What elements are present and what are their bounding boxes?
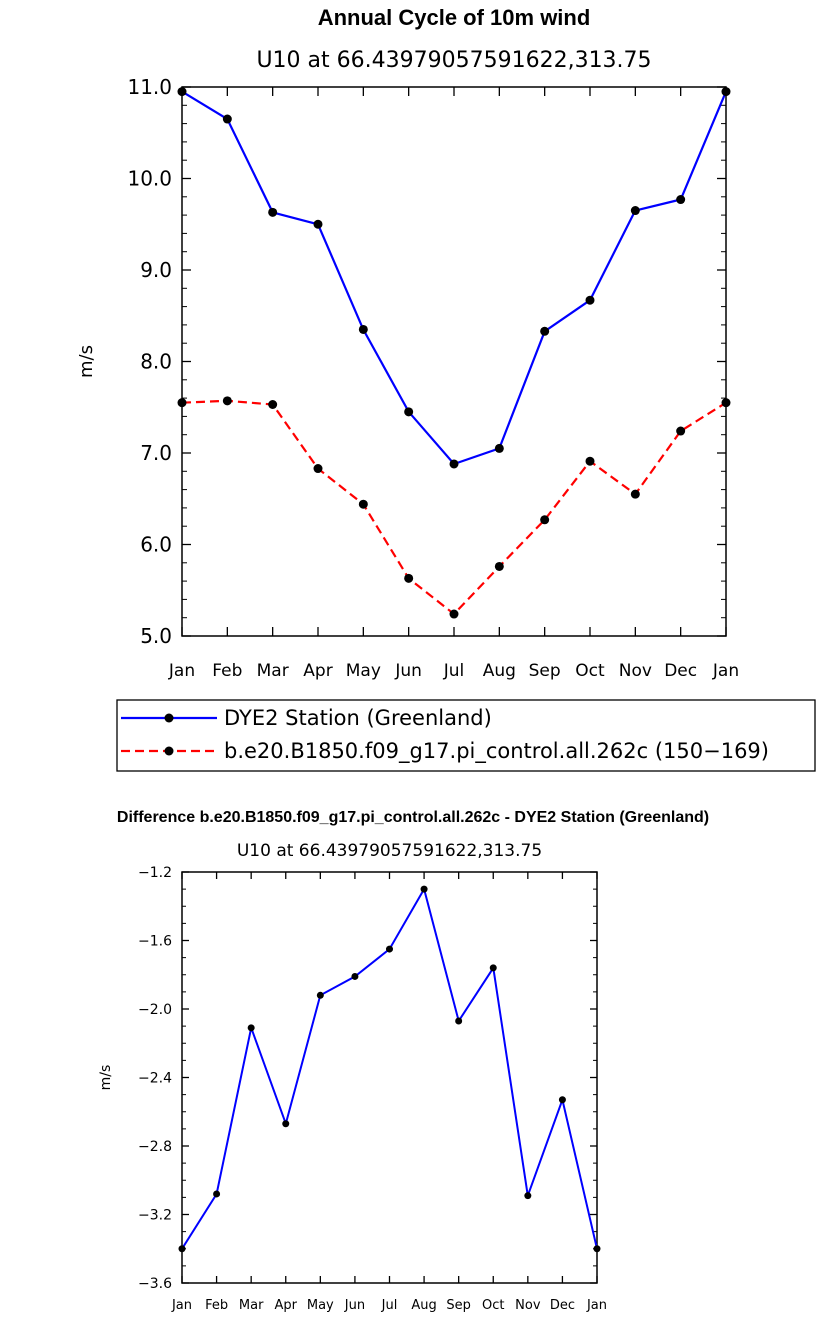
data-point	[222, 114, 232, 124]
y-tick-label: 11.0	[127, 75, 172, 99]
x-tick-label: Jul	[381, 1298, 398, 1313]
data-point	[222, 396, 232, 406]
x-tick-label: Jan	[586, 1298, 607, 1313]
series-line-2	[181, 399, 727, 616]
data-point	[386, 945, 393, 953]
data-point	[676, 195, 686, 205]
data-point	[268, 207, 278, 217]
y-tick-label: 6.0	[140, 533, 172, 557]
x-tick-label: Mar	[257, 661, 289, 681]
x-tick-label: Jan	[171, 1298, 192, 1313]
y-tick-label: −3.6	[138, 1276, 172, 1292]
data-point	[630, 489, 640, 499]
series-line-1	[181, 886, 598, 1250]
chart-subtitle: U10 at 66.43979057591622,313.75	[256, 48, 651, 73]
data-point	[316, 991, 324, 999]
x-tick-label: Dec	[664, 661, 697, 681]
data-point	[177, 87, 187, 97]
y-tick-label: −1.2	[138, 865, 172, 881]
x-tick-label: Feb	[212, 661, 242, 681]
data-point	[585, 295, 595, 305]
x-tick-label: Sep	[446, 1298, 471, 1313]
y-tick-label: −1.6	[138, 934, 172, 950]
data-point	[449, 459, 459, 469]
data-point	[540, 515, 550, 525]
data-point	[282, 1120, 290, 1128]
y-tick-label: −2.4	[138, 1071, 172, 1087]
x-tick-label: Apr	[275, 1298, 298, 1313]
legend-label-2: b.e20.B1850.f09_g17.pi_control.all.262c …	[224, 739, 769, 764]
legend-marker	[164, 713, 174, 723]
data-point	[524, 1192, 532, 1200]
data-point	[213, 1190, 221, 1198]
x-tick-label: Dec	[550, 1298, 575, 1313]
chart-1: Annual Cycle of 10m wind U10 at 66.439790…	[76, 5, 816, 772]
chart-title: Difference b.e20.B1850.f09_g17.pi_contro…	[117, 809, 709, 826]
x-tick-label: Nov	[619, 661, 652, 681]
y-tick-label: −2.0	[138, 1002, 172, 1018]
data-point	[268, 400, 278, 410]
x-tick-label: Oct	[575, 661, 605, 681]
data-point	[676, 426, 686, 436]
data-point	[358, 324, 368, 334]
y-tick-label: 8.0	[140, 350, 172, 374]
y-axis-label: m/s	[76, 345, 97, 378]
y-tick-label: −2.8	[138, 1139, 172, 1155]
plot-frame	[181, 871, 598, 1284]
data-point	[721, 87, 731, 97]
data-point	[558, 1096, 566, 1104]
x-tick-label: May	[346, 661, 381, 681]
x-tick-label: Jun	[344, 1298, 365, 1313]
data-point	[585, 456, 595, 466]
series-line-1	[181, 90, 728, 466]
data-point	[494, 561, 504, 571]
x-tick-label: Sep	[529, 661, 561, 681]
data-point	[404, 407, 414, 417]
legend-label-1: DYE2 Station (Greenland)	[224, 706, 492, 730]
data-point	[313, 464, 323, 474]
data-point	[178, 1245, 186, 1253]
data-point	[313, 219, 323, 229]
y-tick-label: 7.0	[140, 441, 172, 465]
legend-marker	[164, 746, 174, 756]
x-tick-label: Nov	[515, 1298, 541, 1313]
y-tick-label: 5.0	[140, 624, 172, 648]
x-tick-label: Jan	[168, 661, 195, 681]
x-tick-label: Mar	[239, 1298, 264, 1313]
y-tick-label: 10.0	[127, 167, 172, 191]
data-point	[404, 573, 414, 583]
data-point	[489, 964, 497, 972]
x-tick-label: Aug	[483, 661, 516, 681]
legend: DYE2 Station (Greenland) b.e20.B1850.f09_…	[116, 699, 816, 772]
x-tick-label: Jun	[394, 661, 422, 681]
data-point	[630, 206, 640, 216]
plot-frame	[181, 86, 727, 637]
data-point	[420, 885, 428, 893]
y-tick-label: 9.0	[140, 258, 172, 282]
data-point	[247, 1024, 255, 1032]
chart-2: Difference b.e20.B1850.f09_g17.pi_contro…	[98, 809, 709, 1313]
x-tick-label: Oct	[482, 1298, 504, 1313]
x-tick-label: Feb	[205, 1298, 228, 1313]
chart-title: Annual Cycle of 10m wind	[318, 5, 591, 30]
data-point	[358, 499, 368, 509]
data-point	[721, 398, 731, 408]
y-tick-label: −3.2	[138, 1208, 172, 1224]
data-point	[494, 443, 504, 453]
y-axis-label: m/s	[98, 1065, 114, 1091]
data-point	[455, 1017, 463, 1025]
x-tick-label: Apr	[303, 661, 332, 681]
x-tick-label: Aug	[411, 1298, 436, 1313]
x-tick-label: Jan	[712, 661, 739, 681]
data-point	[449, 609, 459, 619]
data-point	[540, 326, 550, 336]
x-tick-label: Jul	[443, 661, 465, 681]
chart-subtitle: U10 at 66.43979057591622,313.75	[237, 841, 542, 861]
legend-box	[116, 699, 816, 772]
data-point	[351, 972, 359, 980]
data-point	[593, 1245, 601, 1253]
x-tick-label: May	[307, 1298, 334, 1313]
data-point	[177, 398, 187, 408]
